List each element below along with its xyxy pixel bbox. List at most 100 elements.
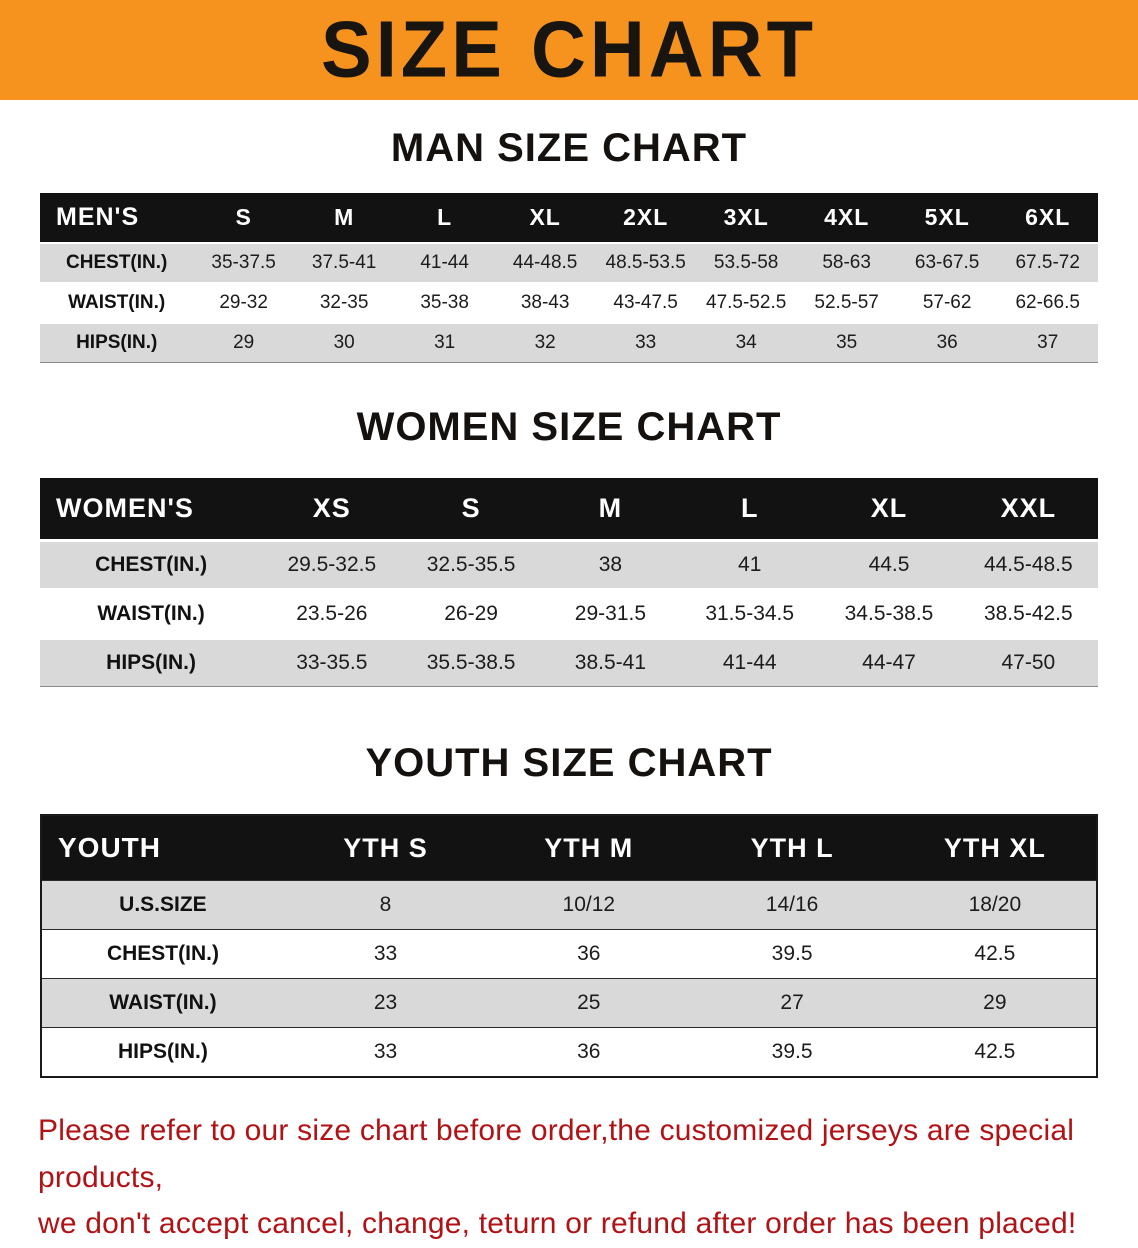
footer-line-2: we don't accept cancel, change, teturn o… [38, 1207, 1077, 1240]
measure-row: WAIST(IN.) 23 25 27 29 [41, 978, 1097, 1028]
measure-row: CHEST(IN.) 29.5-32.5 32.5-35.5 38 41 44.5 44.5… [40, 539, 1098, 591]
size-header-cell: XXL [958, 478, 1098, 541]
men-size-table-wrap: MEN'S S M L XL 2XL 3XL 4XL 5XL 6XL CHEST(IN.) 35-37… [40, 193, 1098, 363]
measure-cell: 23 [283, 978, 488, 1028]
size-header-cell: XL [819, 478, 959, 541]
size-header-cell: 2XL [595, 193, 696, 243]
measure-cell: 33-35.5 [262, 638, 402, 687]
row-label: WAIST(IN.) [40, 589, 263, 640]
table-header-row: MEN'S S M L XL 2XL 3XL 4XL 5XL 6XL [40, 193, 1098, 243]
measure-cell: 44.5-48.5 [958, 539, 1098, 591]
size-header-cell: YTH XL [893, 815, 1097, 881]
measure-cell: 35-38 [394, 283, 495, 324]
row-label: WAIST(IN.) [40, 283, 194, 324]
measure-cell: 26-29 [401, 589, 541, 640]
size-header-cell: YTH L [690, 815, 894, 881]
women-size-table: WOMEN'S XS S M L XL XXL CHEST(IN.) 29.5-32.5 32.5… [40, 478, 1098, 687]
measure-cell: 39.5 [690, 929, 894, 979]
measure-cell: 58-63 [796, 242, 897, 284]
measure-row: HIPS(IN.) 33-35.5 35.5-38.5 38.5-41 41-44 44-… [40, 638, 1098, 687]
measure-cell: 47-50 [958, 638, 1098, 687]
measure-cell: 42.5 [893, 1027, 1097, 1077]
size-header-cell: L [680, 478, 820, 541]
row-label: CHEST(IN.) [40, 539, 263, 591]
row-label: CHEST(IN.) [40, 242, 194, 284]
measure-cell: 63-67.5 [896, 242, 998, 284]
measure-cell: 44-48.5 [494, 242, 596, 284]
women-size-table-wrap: WOMEN'S XS S M L XL XXL CHEST(IN.) 29.5-32.5 32.5… [40, 478, 1098, 687]
size-header-cell: 6XL [997, 193, 1098, 243]
measure-cell: 25 [487, 978, 691, 1028]
measure-cell: 35.5-38.5 [401, 638, 541, 687]
measure-row: CHEST(IN.) 33 36 39.5 42.5 [41, 929, 1097, 979]
measure-cell: 47.5-52.5 [695, 283, 797, 324]
measure-cell: 44.5 [819, 539, 959, 591]
table-title-cell: MEN'S [40, 193, 194, 243]
measure-cell: 53.5-58 [695, 242, 797, 284]
table-header-row: WOMEN'S XS S M L XL XXL [40, 478, 1098, 541]
measure-cell: 34 [695, 323, 797, 363]
size-header-cell: 3XL [695, 193, 797, 243]
row-label: U.S.SIZE [41, 880, 284, 930]
size-header-cell: XL [494, 193, 596, 243]
table-title-cell: YOUTH [41, 815, 284, 881]
measure-cell: 38.5-42.5 [958, 589, 1098, 640]
measure-row: CHEST(IN.) 35-37.5 37.5-41 41-44 44-48.5 48.5… [40, 242, 1098, 284]
measure-cell: 29-31.5 [540, 589, 681, 640]
row-label: HIPS(IN.) [40, 323, 194, 363]
row-label: CHEST(IN.) [41, 929, 284, 979]
measure-cell: 39.5 [690, 1027, 894, 1077]
measure-cell: 30 [293, 323, 395, 363]
measure-cell: 34.5-38.5 [819, 589, 959, 640]
table-header-row: YOUTH YTH S YTH M YTH L YTH XL [41, 815, 1097, 881]
section-heading-women: WOMEN SIZE CHART [356, 405, 782, 449]
measure-cell: 18/20 [893, 880, 1097, 930]
measure-cell: 36 [487, 1027, 691, 1077]
measure-cell: 32 [494, 323, 596, 363]
table-title-cell: WOMEN'S [40, 478, 263, 541]
measure-cell: 41-44 [394, 242, 495, 284]
size-header-cell: M [540, 478, 681, 541]
measure-cell: 36 [896, 323, 998, 363]
measure-cell: 38 [540, 539, 681, 591]
footer-line-1: Please refer to our size chart before or… [38, 1114, 1075, 1194]
row-label: HIPS(IN.) [40, 638, 263, 687]
measure-cell: 67.5-72 [997, 242, 1098, 284]
measure-cell: 29.5-32.5 [262, 539, 402, 591]
measure-cell: 32-35 [293, 283, 395, 324]
footer-note: Please refer to our size chart before or… [38, 1108, 1100, 1248]
measure-cell: 31.5-34.5 [680, 589, 820, 640]
measure-cell: 43-47.5 [595, 283, 696, 324]
measure-cell: 35-37.5 [193, 242, 294, 284]
measure-cell: 37 [997, 323, 1098, 363]
section-heading-youth: YOUTH SIZE CHART [365, 741, 773, 785]
measure-cell: 36 [487, 929, 691, 979]
measure-cell: 62-66.5 [997, 283, 1098, 324]
men-size-table: MEN'S S M L XL 2XL 3XL 4XL 5XL 6XL CHEST(IN.) 35-37… [40, 193, 1098, 363]
measure-cell: 42.5 [893, 929, 1097, 979]
section-heading-men: MAN SIZE CHART [390, 126, 748, 170]
measure-cell: 44-47 [819, 638, 959, 687]
measure-cell: 31 [394, 323, 495, 363]
measure-row: WAIST(IN.) 29-32 32-35 35-38 38-43 43-47.5 47.… [40, 283, 1098, 324]
measure-cell: 37.5-41 [293, 242, 395, 284]
size-header-cell: M [293, 193, 395, 243]
size-header-cell: YTH S [283, 815, 488, 881]
measure-cell: 33 [283, 1027, 488, 1077]
measure-cell: 33 [595, 323, 696, 363]
youth-size-table-wrap: YOUTH YTH S YTH M YTH L YTH XL U.S.SIZE 8 10/12… [40, 814, 1098, 1078]
measure-cell: 29 [893, 978, 1097, 1028]
measure-cell: 10/12 [487, 880, 691, 930]
measure-cell: 14/16 [690, 880, 894, 930]
measure-cell: 32.5-35.5 [401, 539, 541, 591]
banner-title: SIZE CHART [321, 4, 817, 95]
measure-cell: 29 [193, 323, 294, 363]
measure-cell: 8 [283, 880, 488, 930]
size-header-cell: S [401, 478, 541, 541]
measure-cell: 35 [796, 323, 897, 363]
banner: SIZE CHART [0, 0, 1138, 100]
measure-cell: 23.5-26 [262, 589, 402, 640]
measure-cell: 57-62 [896, 283, 998, 324]
youth-size-table: YOUTH YTH S YTH M YTH L YTH XL U.S.SIZE 8 10/12… [40, 814, 1098, 1078]
